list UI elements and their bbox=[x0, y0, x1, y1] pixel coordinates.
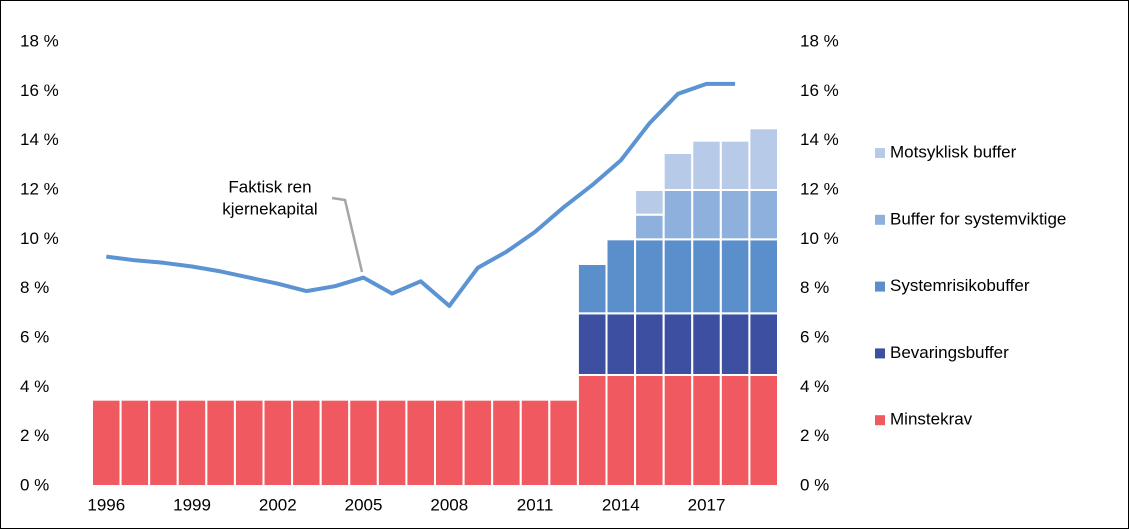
y-tick-label: 18 % bbox=[20, 31, 59, 50]
y-tick-label: 8 % bbox=[20, 278, 49, 297]
legend-label: Bevaringsbuffer bbox=[890, 343, 1009, 362]
bar-segment bbox=[576, 263, 608, 315]
line bbox=[106, 81, 736, 308]
bar-segment bbox=[262, 398, 294, 487]
x-tick-label: 1999 bbox=[173, 495, 211, 514]
y2-tick-label: 2 % bbox=[800, 426, 829, 445]
x-tick-label: 2017 bbox=[688, 495, 726, 514]
bar-segment bbox=[719, 374, 751, 487]
bar-segment bbox=[691, 238, 722, 315]
bar-segment bbox=[662, 312, 694, 377]
y2-tick-label: 0 % bbox=[800, 475, 829, 494]
y2-tick-label: 18 % bbox=[800, 31, 839, 50]
bar-segment bbox=[291, 398, 322, 487]
bar-segment bbox=[634, 312, 665, 377]
legend-swatch bbox=[875, 348, 885, 359]
bar-segment bbox=[376, 398, 408, 487]
bar-segment bbox=[748, 374, 780, 487]
y2-tick-label: 12 % bbox=[800, 179, 839, 198]
bar-segment bbox=[462, 398, 494, 487]
legend-label: Systemrisikobuffer bbox=[890, 276, 1030, 295]
bar-segment bbox=[119, 398, 151, 487]
bar-segment bbox=[576, 312, 608, 377]
bar-segment bbox=[691, 312, 722, 377]
bar-segment bbox=[348, 398, 379, 487]
legend-swatch bbox=[875, 214, 885, 225]
bar-segment bbox=[662, 189, 694, 241]
bar-segment bbox=[405, 398, 436, 487]
bar-segment bbox=[548, 398, 579, 487]
bar-segment bbox=[634, 374, 665, 487]
bar-segment bbox=[634, 189, 665, 216]
legend-label: Buffer for systemviktige bbox=[890, 209, 1066, 228]
y-tick-label: 10 % bbox=[20, 229, 59, 248]
legend-label: Minstekrav bbox=[890, 410, 973, 429]
y-tick-label: 12 % bbox=[20, 179, 59, 198]
bar-segment bbox=[691, 139, 722, 192]
legend-swatch bbox=[875, 281, 885, 292]
x-tick-label: 2011 bbox=[517, 495, 554, 514]
bar-segment bbox=[748, 238, 780, 315]
bar-segment bbox=[748, 189, 780, 241]
y-tick-label: 6 % bbox=[20, 327, 49, 346]
bar-segment bbox=[576, 374, 608, 487]
bar-segment bbox=[605, 312, 637, 377]
bar-segment bbox=[605, 374, 637, 487]
x-tick-label: 2002 bbox=[259, 495, 297, 514]
legend-swatch bbox=[875, 415, 885, 426]
y2-tick-label: 6 % bbox=[800, 327, 829, 346]
bar-segment bbox=[634, 213, 665, 241]
x-tick-label: 2014 bbox=[602, 495, 640, 514]
bar-segment bbox=[91, 398, 122, 487]
bar-segment bbox=[519, 398, 551, 487]
y2-tick-label: 8 % bbox=[800, 278, 829, 297]
bar-segment bbox=[748, 127, 780, 191]
annotation-leader bbox=[331, 196, 364, 273]
y2-tick-label: 10 % bbox=[800, 229, 839, 248]
y2-tick-label: 14 % bbox=[800, 130, 839, 149]
bar-segment bbox=[719, 238, 751, 315]
y2-tick-label: 4 % bbox=[800, 377, 829, 396]
legend-swatch bbox=[875, 148, 885, 158]
bar-segment bbox=[719, 139, 751, 192]
bar-segment bbox=[491, 398, 522, 487]
bar-segment bbox=[691, 374, 722, 487]
bar-segment bbox=[748, 312, 780, 377]
y-tick-label: 2 % bbox=[20, 426, 49, 445]
bar-segment bbox=[205, 398, 236, 487]
y2-tick-label: 16 % bbox=[800, 81, 839, 100]
y-tick-label: 4 % bbox=[20, 377, 49, 396]
bar-segment bbox=[719, 312, 751, 377]
y-tick-label: 0 % bbox=[20, 475, 49, 494]
x-tick-label: 1996 bbox=[87, 495, 125, 514]
bar-segment bbox=[434, 398, 465, 487]
annotation: kjernekapital bbox=[222, 199, 317, 218]
bar-segment bbox=[233, 398, 265, 487]
bar-segment bbox=[634, 238, 665, 315]
bar-segment bbox=[319, 398, 351, 487]
bar-segment bbox=[719, 189, 751, 241]
x-tick-label: 2008 bbox=[430, 495, 468, 514]
bar-segment bbox=[176, 398, 208, 487]
y-tick-label: 16 % bbox=[20, 81, 59, 100]
bar-segment bbox=[662, 152, 694, 191]
bar-segment bbox=[662, 374, 694, 487]
y-tick-label: 14 % bbox=[20, 130, 59, 149]
bar-segment bbox=[605, 238, 637, 315]
bar-segment bbox=[662, 238, 694, 315]
legend-label: Motsyklisk buffer bbox=[890, 142, 1017, 161]
annotation: Faktisk ren bbox=[228, 177, 311, 196]
bar-segment bbox=[148, 398, 179, 487]
bar-segment bbox=[691, 189, 722, 241]
x-tick-label: 2005 bbox=[345, 495, 383, 514]
